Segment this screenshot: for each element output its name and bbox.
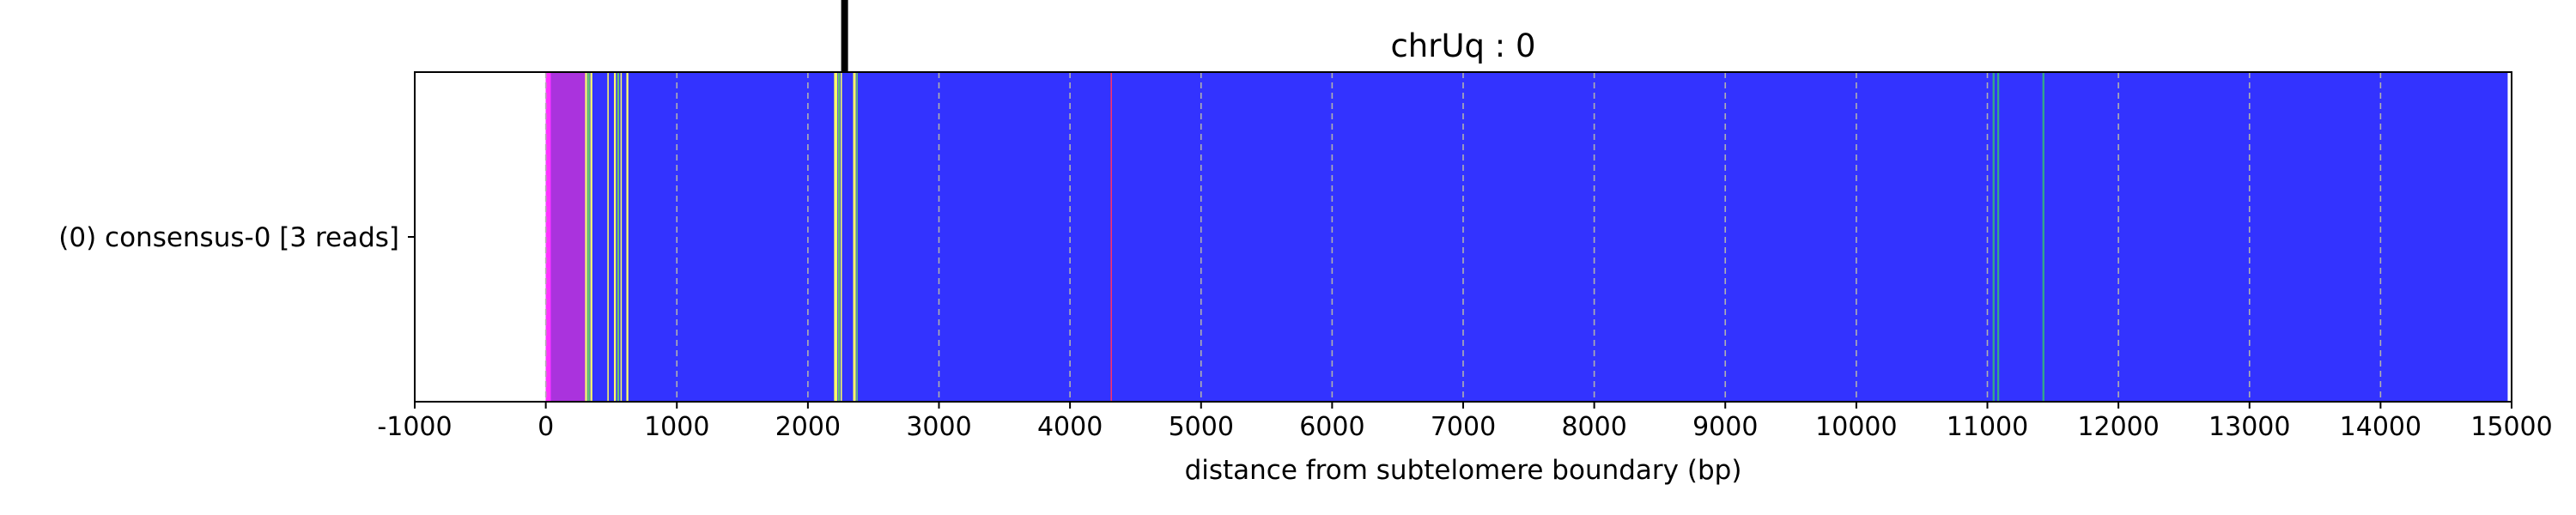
segment-mark xyxy=(590,72,592,402)
segment-mark xyxy=(545,72,551,402)
segment-mark xyxy=(607,72,609,402)
segment-mark xyxy=(617,72,620,402)
x-tick-label: 9000 xyxy=(1692,412,1758,442)
chart-title: chrUq : 0 xyxy=(1390,27,1535,64)
x-tick-label: 6000 xyxy=(1299,412,1364,442)
segment-mark xyxy=(837,72,841,402)
segment-mark xyxy=(620,72,623,402)
segment-mark xyxy=(856,72,858,402)
segment-mark xyxy=(1110,72,1112,402)
x-tick-label: -1000 xyxy=(377,412,452,442)
x-tick-label: 15000 xyxy=(2470,412,2552,442)
heatmap-rows xyxy=(545,72,2508,402)
segment-mark xyxy=(613,72,617,402)
segment-mark xyxy=(853,72,856,402)
segment-mark xyxy=(550,72,586,402)
x-tick-label: 5000 xyxy=(1169,412,1234,442)
x-axis: -1000 0 1000 2000 3000 4000 5000 6000 7000 8000 90… xyxy=(377,402,2553,442)
x-tick-label: 7000 xyxy=(1431,412,1496,442)
segment-mark xyxy=(2042,72,2044,402)
segment-mark xyxy=(626,72,629,402)
x-tick-label: 1000 xyxy=(644,412,709,442)
segment-mark xyxy=(585,72,587,402)
x-tick-label: 8000 xyxy=(1561,412,1626,442)
row-bar xyxy=(545,72,2508,402)
y-axis: (0) consensus-0 [3 reads] xyxy=(58,222,415,253)
x-tick-label: 10000 xyxy=(1815,412,1897,442)
segment-mark xyxy=(834,72,838,402)
x-tick-label: 11000 xyxy=(1947,412,2028,442)
x-tick-label: 13000 xyxy=(2208,412,2290,442)
x-tick-label: 3000 xyxy=(906,412,971,442)
x-tick-label: 4000 xyxy=(1037,412,1103,442)
x-tick-label: 0 xyxy=(538,412,554,442)
segment-mark xyxy=(1992,72,1995,402)
x-tick-label: 2000 xyxy=(775,412,841,442)
segment-mark xyxy=(841,72,842,402)
gridlines xyxy=(544,72,2382,402)
segment-mark xyxy=(1996,72,2000,402)
x-axis-label: distance from subtelomere boundary (bp) xyxy=(1185,455,1742,486)
segment-mark xyxy=(587,72,590,402)
x-tick-label: 14000 xyxy=(2340,412,2421,442)
x-tick-label: 12000 xyxy=(2077,412,2159,442)
row-label: (0) consensus-0 [3 reads] xyxy=(58,222,399,253)
